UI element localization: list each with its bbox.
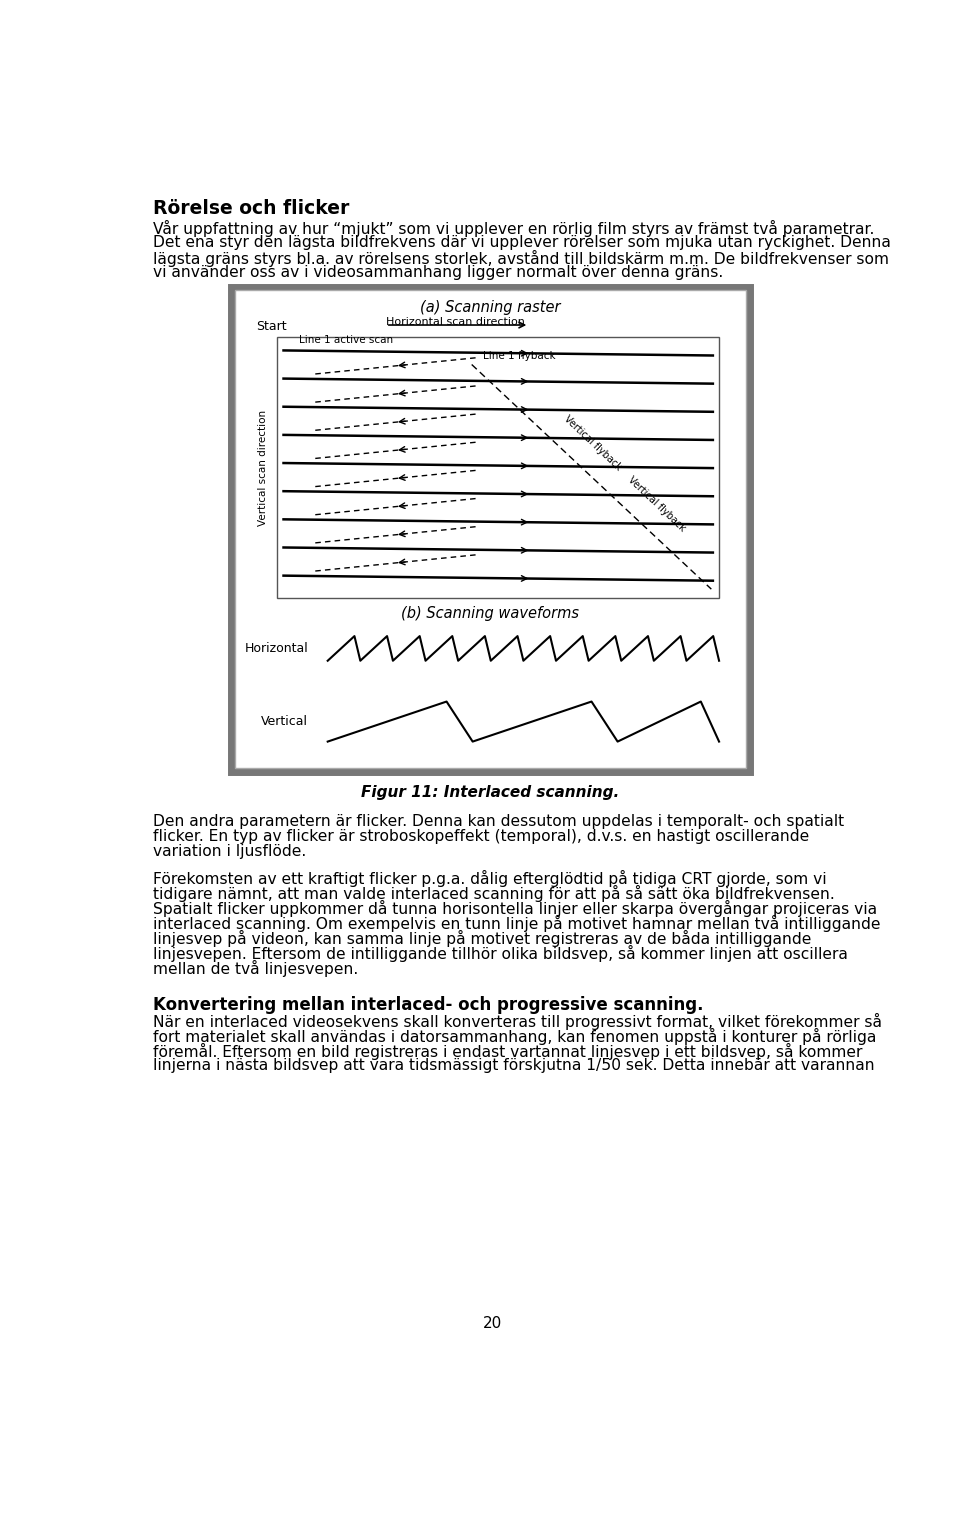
Text: Figur 11: Interlaced scanning.: Figur 11: Interlaced scanning.: [361, 785, 619, 800]
Text: linjesvep på videon, kan samma linje på motivet registreras av de båda intilligg: linjesvep på videon, kan samma linje på …: [153, 930, 811, 947]
Text: linjerna i nästa bildsvep att vara tidsmässigt förskjutna 1/50 sek. Detta innebä: linjerna i nästa bildsvep att vara tidsm…: [153, 1059, 875, 1074]
Text: linjesvepen. Eftersom de intilliggande tillhör olika bildsvep, så kommer linjen : linjesvepen. Eftersom de intilliggande t…: [153, 945, 848, 962]
Text: lägsta gräns styrs bl.a. av rörelsens storlek, avstånd till bildskärm m.m. De bi: lägsta gräns styrs bl.a. av rörelsens st…: [153, 250, 889, 267]
Text: Spatialt flicker uppkommer då tunna horisontella linjer eller skarpa övergångar : Spatialt flicker uppkommer då tunna hori…: [153, 900, 876, 917]
Text: interlaced scanning. Om exempelvis en tunn linje på motivet hamnar mellan två in: interlaced scanning. Om exempelvis en tu…: [153, 915, 880, 932]
Bar: [277, 336, 719, 598]
Text: Vertical flyback: Vertical flyback: [627, 474, 687, 533]
Text: fort materialet skall användas i datorsammanhang, kan fenomen uppstå i konturer : fort materialet skall användas i datorsa…: [153, 1029, 876, 1045]
Text: (b) Scanning waveforms: (b) Scanning waveforms: [401, 606, 580, 621]
Text: mellan de två linjesvepen.: mellan de två linjesvepen.: [153, 961, 358, 977]
Bar: [230, 286, 750, 771]
Text: Horizontal: Horizontal: [245, 642, 308, 654]
Text: Konvertering mellan interlaced- och progressive scanning.: Konvertering mellan interlaced- och prog…: [153, 997, 703, 1015]
Text: Det ena styr den lägsta bildfrekvens där vi upplever rörelser som mjuka utan ryc: Det ena styr den lägsta bildfrekvens där…: [153, 235, 891, 250]
Text: Vertical flyback: Vertical flyback: [562, 414, 623, 473]
Text: Vår uppfattning av hur “mjukt” som vi upplever en rörlig film styrs av främst tv: Vår uppfattning av hur “mjukt” som vi up…: [153, 220, 874, 236]
Text: 20: 20: [482, 1317, 502, 1332]
Text: Vertical scan direction: Vertical scan direction: [258, 409, 269, 526]
Text: (a) Scanning raster: (a) Scanning raster: [420, 300, 561, 315]
Text: vi använder oss av i videosammanhang ligger normalt över denna gräns.: vi använder oss av i videosammanhang lig…: [153, 265, 723, 280]
Text: Den andra parametern är flicker. Denna kan dessutom uppdelas i temporalt- och sp: Den andra parametern är flicker. Denna k…: [153, 814, 844, 829]
Text: Förekomsten av ett kraftigt flicker p.g.a. dålig efterglödtid på tidiga CRT gjor: Förekomsten av ett kraftigt flicker p.g.…: [153, 870, 827, 886]
Text: tidigare nämnt, att man valde interlaced scanning för att på så sätt öka bildfre: tidigare nämnt, att man valde interlaced…: [153, 885, 834, 901]
Text: föremål. Eftersom en bild registreras i endast vartannat linjesvep i ett bildsve: föremål. Eftersom en bild registreras i …: [153, 1044, 862, 1060]
Text: Vertical: Vertical: [261, 715, 308, 729]
Text: Rörelse och flicker: Rörelse och flicker: [153, 198, 348, 218]
Text: Start: Start: [256, 320, 287, 333]
Bar: [234, 291, 746, 768]
Text: Line 1 flyback: Line 1 flyback: [483, 351, 556, 362]
Text: När en interlaced videosekvens skall konverteras till progressivt format, vilket: När en interlaced videosekvens skall kon…: [153, 1014, 881, 1030]
Text: flicker. En typ av flicker är stroboskopeffekt (temporal), d.v.s. en hastigt osc: flicker. En typ av flicker är stroboskop…: [153, 829, 808, 844]
Text: variation i ljusflöde.: variation i ljusflöde.: [153, 844, 306, 859]
Text: Horizontal scan direction: Horizontal scan direction: [386, 317, 525, 327]
Text: Line 1 active scan: Line 1 active scan: [299, 335, 394, 345]
